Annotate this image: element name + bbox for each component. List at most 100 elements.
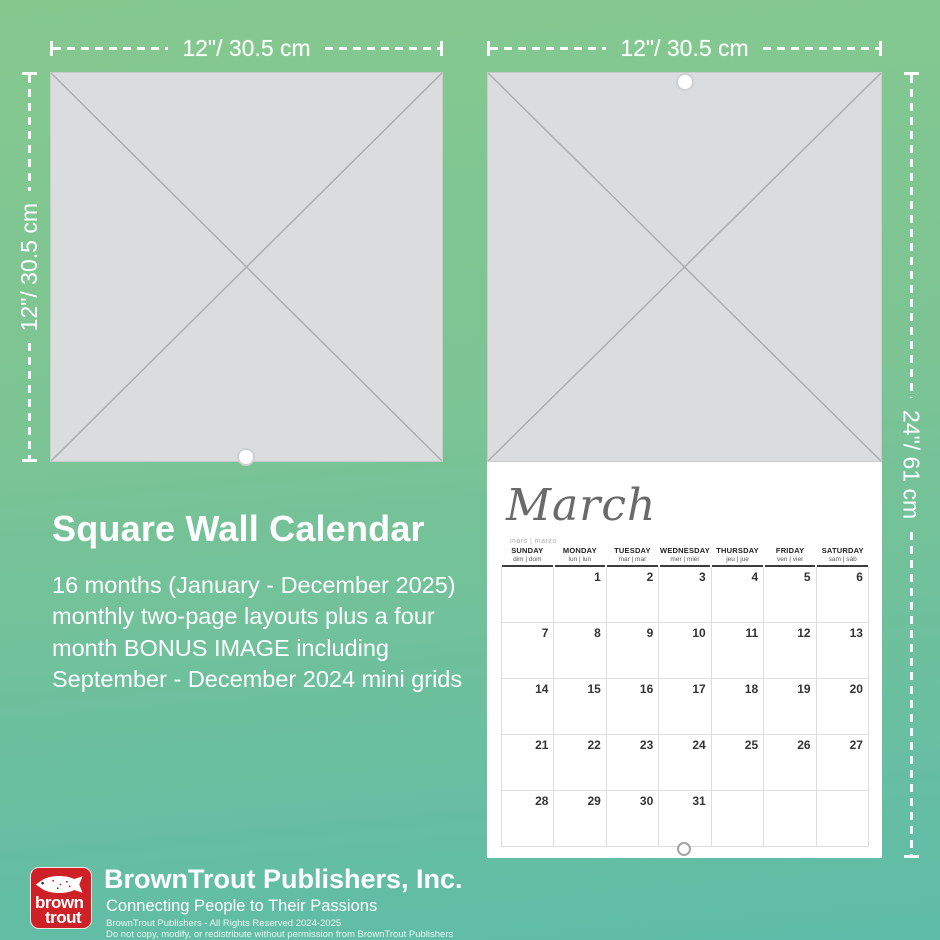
calendar-day-cell	[711, 791, 765, 847]
calendar-day-cell	[502, 567, 555, 623]
weekday-header: FRIDAY ven | vier	[764, 546, 816, 567]
calendar-day-cell: 8	[554, 623, 607, 679]
dimension-dashed-line	[27, 343, 31, 459]
calendar-day-cell: 26	[764, 735, 817, 791]
browntrout-logo: brown trout	[30, 867, 92, 929]
dimension-dashed-line	[324, 46, 440, 50]
placeholder-x-icon	[51, 73, 442, 461]
calendar-day-cell: 29	[554, 791, 607, 847]
dimension-label: 12"/ 30.5 cm	[182, 34, 311, 61]
weekday-header: MONDAY lun | lun	[554, 546, 606, 567]
weekday-header: WEDNESDAY mer | miér	[659, 546, 711, 567]
month-title: March	[506, 480, 657, 531]
calendar-day-cell: 15	[554, 679, 607, 735]
calendar-day-cell: 20	[816, 679, 869, 735]
dimension-tick	[50, 40, 53, 56]
dimension-tick	[903, 72, 919, 75]
dimension-dashed-line	[53, 46, 169, 50]
weekday-translation: lun | lun	[568, 556, 592, 563]
logo-word-brown: brown	[35, 893, 84, 913]
calendar-day-cell: 31	[659, 791, 712, 847]
calendar-day-cell: 4	[711, 567, 765, 623]
rights-notice: BrownTrout Publishers - All Rights Reser…	[106, 918, 342, 929]
dimension-tick	[440, 40, 443, 56]
weekday-translation: mar | mar	[618, 556, 647, 563]
calendar-day-cell: 12	[764, 623, 817, 679]
hanging-hole	[677, 842, 691, 856]
dimension-tick	[21, 72, 37, 75]
dimension-top-right: 12"/ 30.5 cm	[487, 34, 882, 61]
weekday-header: THURSDAY jeu | jue	[712, 546, 763, 567]
dimension-top-left: 12"/ 30.5 cm	[50, 34, 443, 61]
weekday-translation: dim | dom	[513, 556, 542, 563]
product-description: 16 months (January - December 2025) mont…	[52, 572, 463, 692]
weekday-header: SATURDAY sam | sáb	[817, 546, 868, 567]
weekday-header-row: SUNDAY dim | dom MONDAY lun | lun TUESDAY mar…	[501, 546, 869, 567]
calendar-day-cell: 7	[502, 623, 555, 679]
calendar-day-cell	[816, 791, 869, 847]
dimension-tick	[903, 855, 919, 859]
dimension-tick	[879, 40, 882, 56]
calendar-day-cell: 18	[711, 679, 765, 735]
hanging-hole	[239, 450, 253, 464]
dimension-dashed-line	[762, 46, 879, 50]
dimension-dashed-line	[909, 75, 913, 399]
dimension-dashed-line	[909, 531, 913, 856]
calendar-page: March mars | marzo SUNDAY dim | dom MONDAY…	[487, 462, 882, 858]
dimension-label: 12"/ 30.5 cm	[620, 34, 749, 61]
weekday-translation: jeu | jue	[726, 556, 749, 563]
calendar-day-cell: 5	[764, 567, 817, 623]
dimension-label: 12"/ 30.5 cm	[15, 202, 42, 332]
date-grid: 1 2 3 4 5 6 7 8 9 10 11 12 13 14 15 16 17 18 19 20 21 22 23 24 2…	[501, 567, 869, 847]
calendar-day-cell: 22	[554, 735, 607, 791]
calendar-grid: SUNDAY dim | dom MONDAY lun | lun TUESDAY mar…	[501, 546, 869, 847]
calendar-day-cell: 24	[659, 735, 712, 791]
calendar-day-cell: 10	[659, 623, 712, 679]
company-name: BrownTrout Publishers, Inc.	[104, 864, 463, 894]
weekday-name: SUNDAY	[511, 546, 544, 555]
calendar-day-cell: 16	[606, 679, 660, 735]
dimension-left-side: 12"/ 30.5 cm	[16, 72, 42, 462]
calendar-day-cell: 1	[554, 567, 607, 623]
calendar-day-cell: 6	[816, 567, 869, 623]
logo-wordmark: brown trout	[35, 893, 84, 928]
calendar-day-cell: 25	[711, 735, 765, 791]
hanging-hole	[678, 75, 692, 89]
calendar-day-cell: 27	[816, 735, 869, 791]
weekday-name: SATURDAY	[821, 546, 864, 555]
weekday-translation: mer | miér	[670, 556, 700, 563]
placeholder-x-icon	[488, 73, 881, 461]
calendar-day-cell: 30	[606, 791, 660, 847]
weekday-name: FRIDAY	[775, 546, 805, 555]
trout-fish-icon	[35, 875, 83, 894]
copy-notice: Do not copy, modify, or redistribute wit…	[106, 929, 454, 940]
calendar-day-cell: 23	[606, 735, 660, 791]
calendar-day-cell: 2	[606, 567, 660, 623]
weekday-translation: ven | vier	[777, 556, 804, 563]
logo-word-trout: trout	[45, 908, 82, 928]
calendar-day-cell: 28	[502, 791, 555, 847]
month-subtitle: mars | marzo	[510, 538, 557, 545]
front-cover-placeholder	[487, 72, 882, 462]
dimension-dashed-line	[27, 75, 31, 191]
dimension-tick	[487, 40, 490, 56]
weekday-header: TUESDAY mar | mar	[607, 546, 658, 567]
calendar-day-cell: 21	[502, 735, 555, 791]
back-cover-placeholder	[50, 72, 443, 464]
weekday-name: MONDAY	[562, 546, 597, 555]
calendar-day-cell: 14	[502, 679, 555, 735]
weekday-translation: sam | sáb	[828, 556, 857, 563]
dimension-tick	[21, 459, 37, 462]
calendar-day-cell: 9	[606, 623, 660, 679]
calendar-day-cell: 11	[711, 623, 765, 679]
weekday-name: WEDNESDAY	[660, 546, 710, 555]
calendar-day-cell	[764, 791, 817, 847]
product-title: Square Wall Calendar	[52, 508, 425, 549]
weekday-name: THURSDAY	[716, 546, 759, 555]
calendar-day-cell: 3	[659, 567, 712, 623]
calendar-day-cell: 17	[659, 679, 712, 735]
calendar-day-cell: 19	[764, 679, 817, 735]
dimension-dashed-line	[490, 46, 607, 50]
calendar-day-cell: 13	[816, 623, 869, 679]
